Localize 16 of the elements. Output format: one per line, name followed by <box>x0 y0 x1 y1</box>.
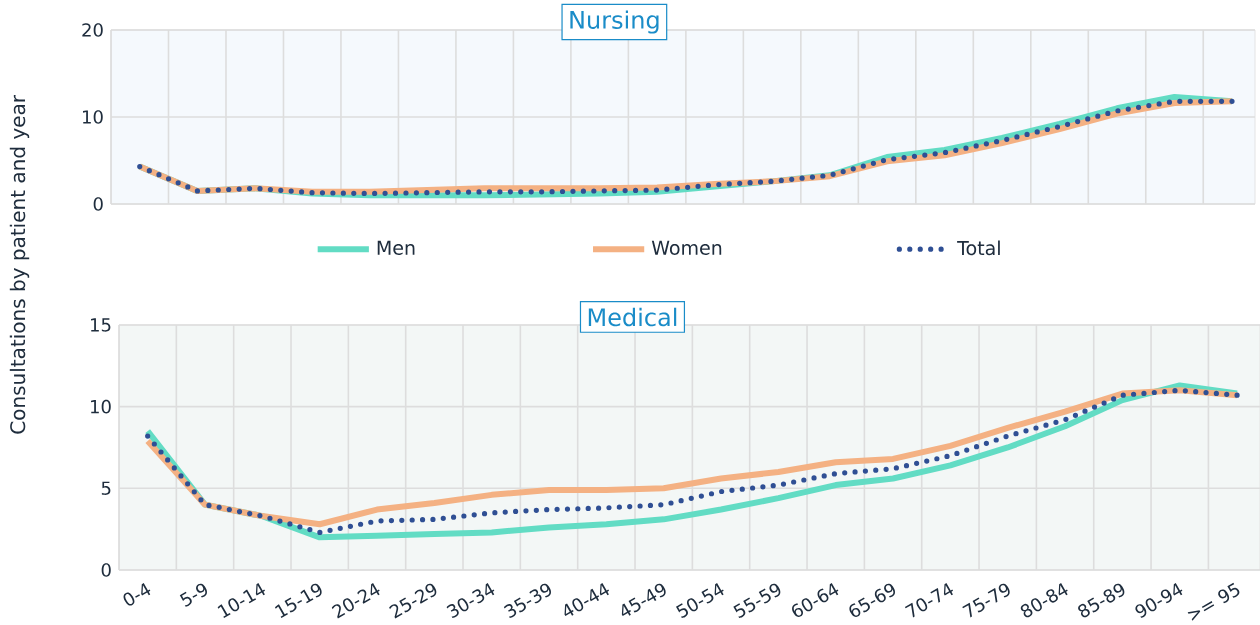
x-tick-label: 0-4 <box>123 583 151 606</box>
y-tick-label: 15 <box>91 318 111 332</box>
y-tick-label: 5 <box>101 481 111 495</box>
legend-label: Women <box>651 240 722 255</box>
chart-title: Medical <box>588 307 677 327</box>
y-tick-label: 20 <box>82 23 103 37</box>
y-tick-label: 0 <box>93 197 103 211</box>
y-axis-title: Consultations by patient and year <box>9 94 30 434</box>
chart-title: Nursing <box>570 10 659 34</box>
x-tick-label: >= 95 <box>1187 582 1240 621</box>
y-tick-label: 10 <box>91 399 111 414</box>
legend-label: Men <box>377 240 415 255</box>
x-tick-label: 5-9 <box>179 583 207 607</box>
y-tick-label: 0 <box>101 563 111 577</box>
legend-label: Total <box>957 240 1000 256</box>
y-tick-label: 10 <box>83 110 103 124</box>
